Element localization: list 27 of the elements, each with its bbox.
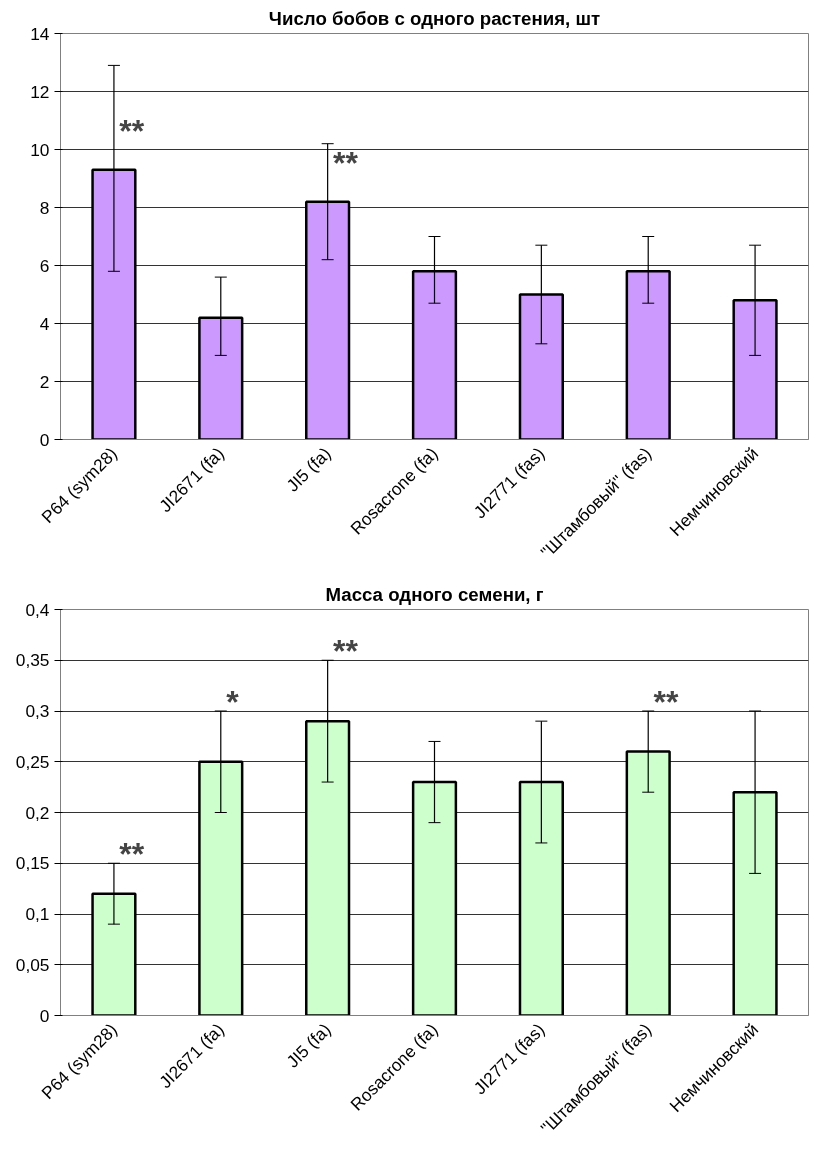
annotation: ** (119, 836, 145, 873)
annotation: ** (332, 633, 359, 670)
y-tick-label: 6 (39, 255, 50, 276)
y-tick-label: 4 (39, 313, 50, 334)
chart-title: Число бобов с одного растения, шт (268, 7, 601, 29)
y-tick-label: 0,3 (25, 701, 50, 721)
y-tick-label: 0,1 (25, 904, 50, 924)
chart-title: Масса одного семени, г (325, 583, 544, 605)
y-tick-label: 8 (39, 197, 50, 218)
x-tick-label: JI5 (fa) (282, 443, 335, 496)
y-tick-label: 2 (39, 371, 50, 392)
y-tick-label: 0,15 (15, 853, 50, 874)
y-tick-label: 0,2 (25, 802, 50, 823)
y-tick-label: 0,4 (25, 599, 50, 620)
y-tick-label: 0 (39, 1005, 50, 1026)
annotation: ** (332, 144, 359, 181)
annotation: ** (119, 113, 145, 149)
y-tick-label: 10 (30, 139, 50, 160)
y-tick-label: 0,25 (15, 751, 50, 772)
annotation: * (226, 683, 240, 720)
y-tick-label: 0,35 (15, 650, 50, 671)
annotation: ** (653, 683, 680, 720)
y-tick-label: 0 (39, 429, 50, 450)
x-tick-label: JI5 (fa) (282, 1019, 335, 1072)
y-tick-label: 14 (30, 23, 50, 44)
y-tick-label: 12 (30, 81, 50, 102)
y-tick-label: 0,05 (15, 954, 50, 975)
